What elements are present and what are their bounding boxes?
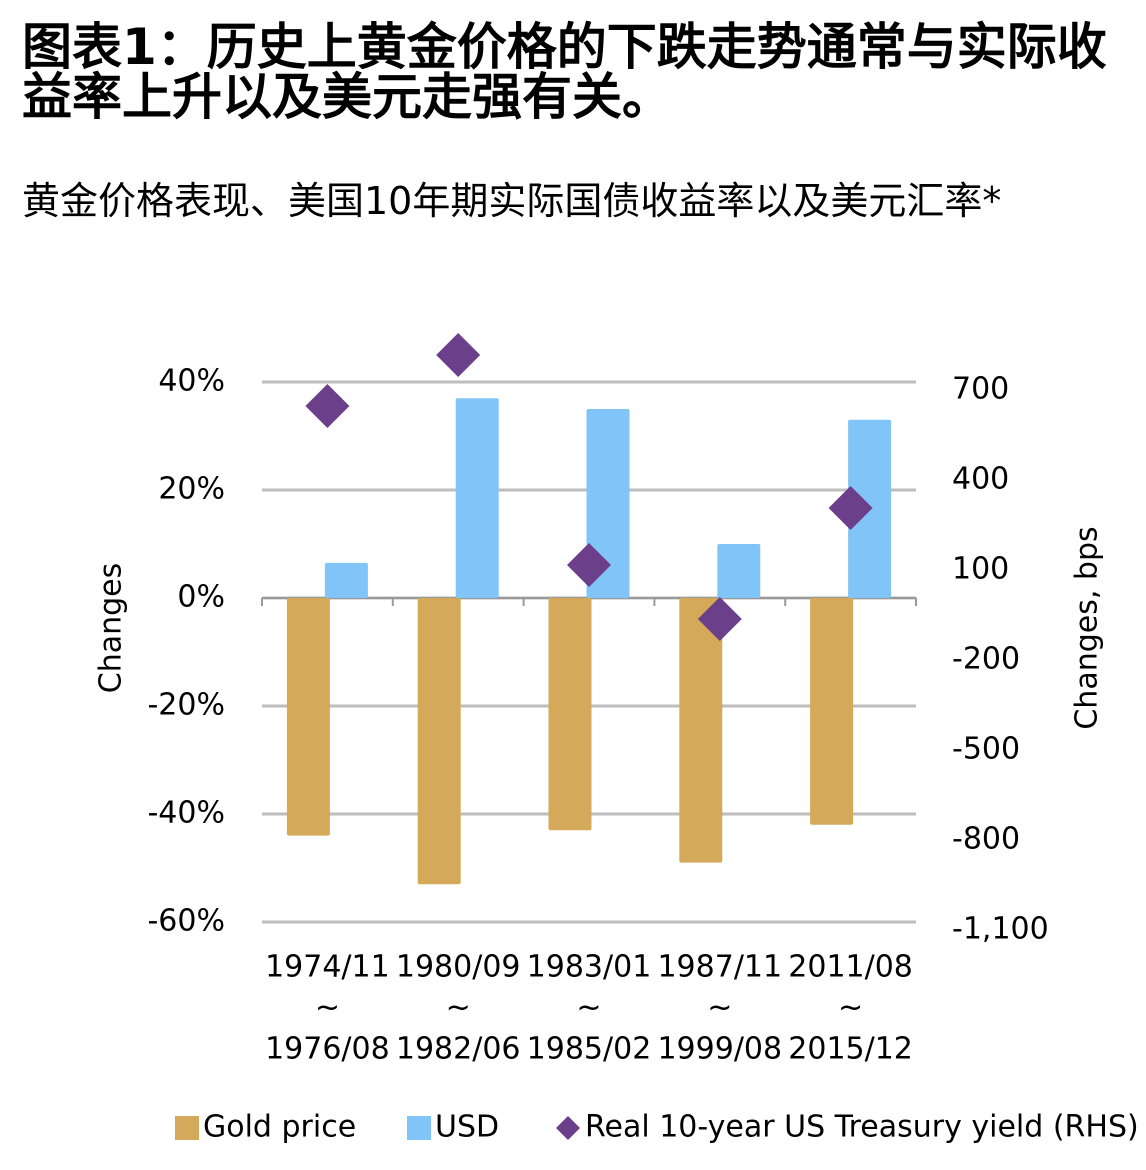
- diamond-marker: [828, 486, 873, 530]
- y2-tick-label: 400: [952, 462, 1009, 497]
- bar: [548, 598, 592, 831]
- x-tick-label: ~: [446, 991, 471, 1026]
- y2-tick-label: -1,100: [952, 912, 1049, 947]
- x-tick-label: 1980/09: [396, 950, 521, 985]
- y2-axis-label: Changes, bps: [1070, 526, 1105, 729]
- x-tick-label: ~: [576, 991, 601, 1026]
- bar: [810, 598, 854, 825]
- chart-title: 图表1：历史上黄金价格的下跌走势通常与实际收益率上升以及美元走强有关。: [22, 18, 1107, 126]
- legend-label: Gold price: [203, 1110, 356, 1145]
- y-tick-label: 20%: [158, 472, 225, 507]
- x-tick-label: 1983/01: [527, 950, 652, 985]
- bar: [417, 598, 461, 885]
- x-tick-label: ~: [315, 991, 340, 1026]
- y2-tick-label: -200: [952, 642, 1020, 677]
- y2-tick-label: 100: [952, 552, 1009, 587]
- diamond-marker: [305, 384, 350, 428]
- legend-swatch: [556, 1116, 580, 1140]
- y2-tick-label: 700: [952, 372, 1009, 407]
- y-axis-label: Changes: [94, 563, 129, 694]
- x-tick-label: 2011/08: [788, 950, 913, 985]
- chart-subtitle: 黄金价格表现、美国10年期实际国债收益率以及美元汇率*: [22, 179, 1002, 223]
- x-tick-label: 1987/11: [657, 950, 782, 985]
- x-tick-label: 2015/12: [788, 1032, 913, 1067]
- bar: [324, 562, 368, 598]
- diamond-marker: [567, 543, 611, 587]
- y-tick-label: 40%: [158, 364, 225, 399]
- x-tick-label: ~: [707, 991, 732, 1026]
- y-tick-label: -40%: [147, 796, 225, 831]
- x-tick-label: 1999/08: [657, 1032, 782, 1067]
- diamond-marker: [436, 333, 481, 377]
- y2-tick-label: -500: [952, 732, 1020, 767]
- y-tick-label: -20%: [147, 688, 225, 723]
- legend-swatch: [175, 1116, 199, 1140]
- x-tick-label: 1976/08: [265, 1032, 390, 1067]
- bar: [286, 598, 330, 836]
- diamond-marker: [697, 597, 742, 641]
- y-tick-label: -60%: [147, 904, 225, 939]
- legend-swatch: [407, 1116, 431, 1140]
- y2-tick-label: -800: [952, 822, 1020, 857]
- legend-label: USD: [435, 1110, 499, 1145]
- legend-label: Real 10-year US Treasury yield (RHS): [585, 1110, 1139, 1145]
- x-tick-label: ~: [838, 991, 863, 1026]
- y-tick-label: 0%: [177, 580, 225, 615]
- bar: [586, 409, 630, 598]
- x-tick-label: 1974/11: [265, 950, 390, 985]
- x-tick-label: 1985/02: [527, 1032, 652, 1067]
- bar: [455, 398, 499, 598]
- x-tick-label: 1982/06: [396, 1032, 521, 1067]
- bar: [717, 544, 761, 598]
- bar: [679, 598, 723, 863]
